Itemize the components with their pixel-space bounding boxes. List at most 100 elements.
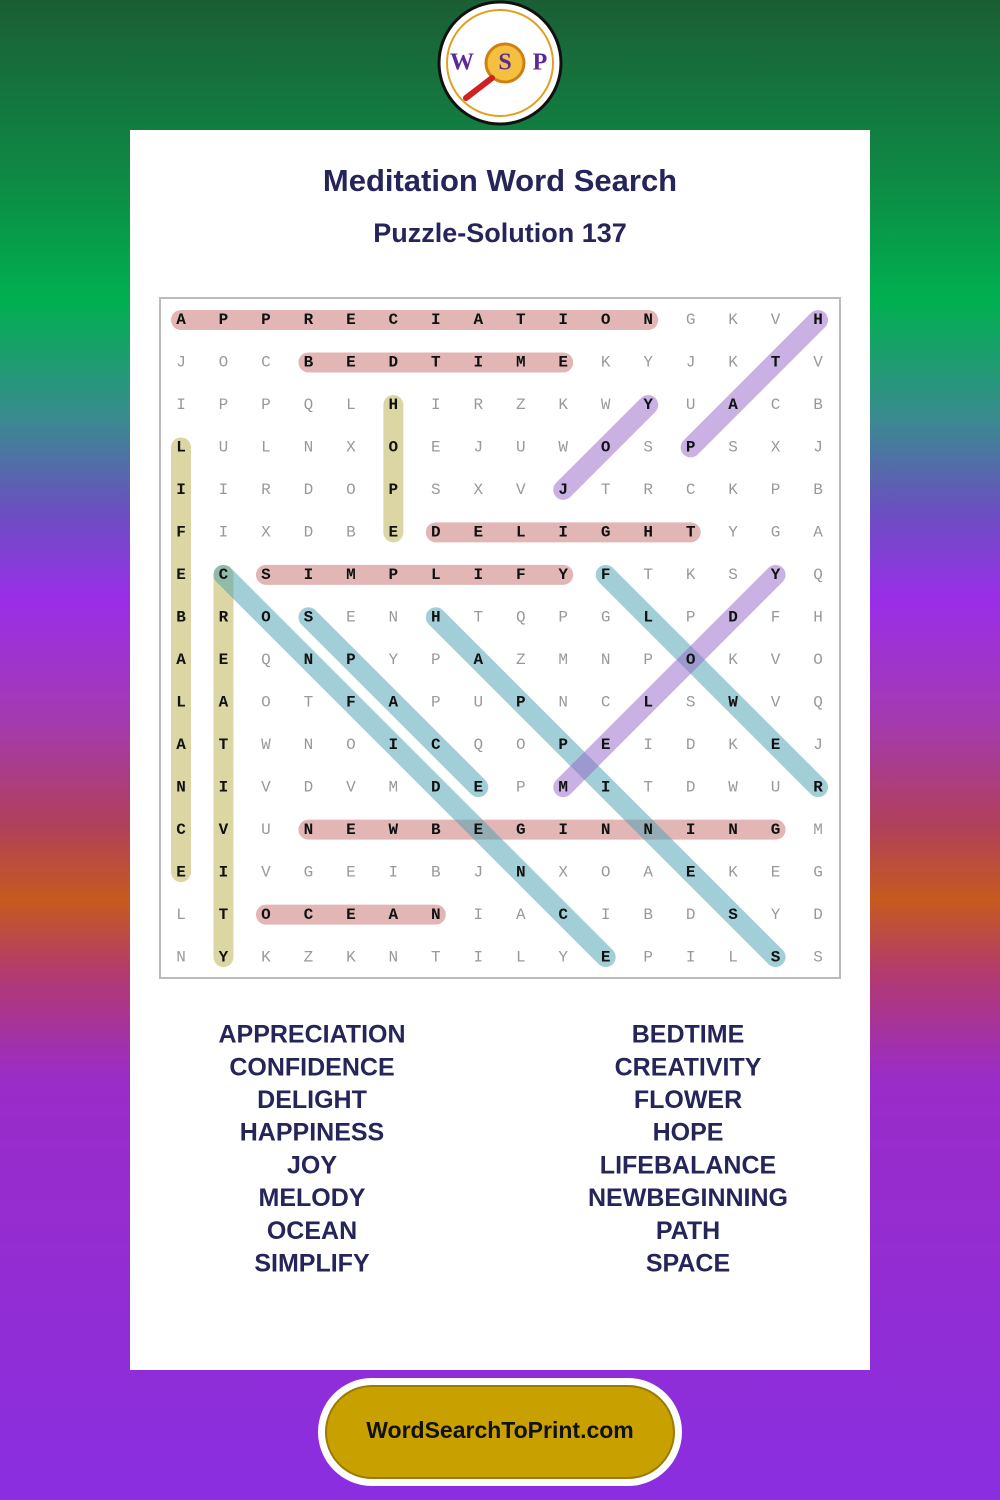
grid-letter: T bbox=[601, 481, 611, 499]
grid-letter: K bbox=[728, 736, 738, 754]
grid-letter: T bbox=[431, 948, 441, 966]
grid-letter: H bbox=[389, 396, 399, 414]
grid-letter: W bbox=[728, 778, 738, 796]
grid-letter: A bbox=[473, 311, 483, 329]
grid-letter: N bbox=[431, 906, 441, 924]
grid-letter: C bbox=[304, 906, 314, 924]
highlight bbox=[425, 607, 786, 968]
grid-letter: N bbox=[304, 821, 314, 839]
grid-letter: D bbox=[304, 481, 314, 499]
grid-letter: U bbox=[516, 439, 526, 457]
grid-letter: I bbox=[219, 778, 229, 796]
grid-letter: Y bbox=[558, 566, 568, 584]
link-button[interactable] bbox=[325, 1385, 675, 1479]
grid-letter: Y bbox=[771, 906, 781, 924]
grid-letter: E bbox=[346, 821, 356, 839]
grid-letter: V bbox=[516, 481, 526, 499]
grid-letter: V bbox=[771, 311, 781, 329]
grid-letter: J bbox=[813, 439, 823, 457]
grid-letter: K bbox=[686, 566, 696, 584]
grid-letter: P bbox=[643, 651, 653, 669]
grid-letter: C bbox=[389, 311, 399, 329]
logo-letter: P bbox=[533, 50, 548, 76]
grid-letter: G bbox=[516, 821, 526, 839]
grid-letter: R bbox=[261, 481, 271, 499]
grid-letter: I bbox=[601, 906, 611, 924]
grid-letter: K bbox=[728, 481, 738, 499]
grid-letter: E bbox=[389, 524, 399, 542]
word: PATH bbox=[656, 1217, 720, 1245]
grid-letter: C bbox=[431, 736, 441, 754]
grid-letter: U bbox=[219, 439, 229, 457]
grid-letter: E bbox=[601, 948, 611, 966]
word: HAPPINESS bbox=[240, 1119, 384, 1147]
grid-letter: M bbox=[813, 821, 823, 839]
grid-letter: E bbox=[346, 311, 356, 329]
grid-letter: E bbox=[219, 651, 229, 669]
grid-letter: E bbox=[176, 863, 186, 881]
grid-letter: I bbox=[558, 524, 568, 542]
grid-letter: V bbox=[771, 693, 781, 711]
grid-letter: P bbox=[346, 651, 356, 669]
grid-letter: L bbox=[643, 609, 653, 627]
grid-letter: D bbox=[304, 778, 314, 796]
grid-letter: E bbox=[176, 566, 186, 584]
grid-letter: P bbox=[771, 481, 781, 499]
grid-letter: U bbox=[473, 693, 483, 711]
grid-letter: L bbox=[516, 948, 526, 966]
grid-letter: S bbox=[728, 439, 738, 457]
grid-letter: J bbox=[176, 354, 186, 372]
highlight bbox=[553, 564, 786, 798]
grid-letter: T bbox=[686, 524, 696, 542]
grid-letter: C bbox=[219, 566, 229, 584]
word: OCEAN bbox=[267, 1217, 357, 1245]
grid-letter: O bbox=[261, 906, 271, 924]
grid-letter: T bbox=[771, 354, 781, 372]
grid-letter: D bbox=[728, 609, 738, 627]
grid-letter: L bbox=[346, 396, 356, 414]
subtitle: Puzzle-Solution 137 bbox=[373, 218, 627, 248]
grid-letter: Z bbox=[516, 396, 526, 414]
grid-letter: F bbox=[601, 566, 611, 584]
link-text[interactable]: WordSearchToPrint.com bbox=[366, 1417, 634, 1443]
grid-letter: K bbox=[346, 948, 356, 966]
grid-letter: N bbox=[389, 948, 399, 966]
grid-letter: J bbox=[473, 439, 483, 457]
grid-letter: I bbox=[304, 566, 314, 584]
grid-letter: B bbox=[176, 609, 186, 627]
grid-letter: I bbox=[473, 354, 483, 372]
grid-letter: R bbox=[643, 481, 653, 499]
grid-letter: A bbox=[473, 651, 483, 669]
grid-letter: E bbox=[346, 863, 356, 881]
grid-letter: T bbox=[643, 778, 653, 796]
grid-letter: E bbox=[473, 821, 483, 839]
grid-letter: Q bbox=[516, 609, 526, 627]
grid-letter: F bbox=[176, 524, 186, 542]
grid-letter: C bbox=[601, 693, 611, 711]
grid-letter: S bbox=[643, 439, 653, 457]
grid-letter: I bbox=[473, 948, 483, 966]
grid-letter: W bbox=[389, 821, 399, 839]
grid-letter: A bbox=[389, 906, 399, 924]
word: CREATIVITY bbox=[615, 1053, 762, 1081]
grid-letter: L bbox=[431, 566, 441, 584]
grid-letter: S bbox=[728, 566, 738, 584]
grid-letter: A bbox=[813, 524, 823, 542]
grid-letter: P bbox=[261, 311, 271, 329]
grid-letter: E bbox=[346, 609, 356, 627]
grid-letter: N bbox=[601, 821, 611, 839]
grid-letter: N bbox=[558, 693, 568, 711]
grid-letter: K bbox=[728, 651, 738, 669]
grid-letter: U bbox=[686, 396, 696, 414]
grid-letter: E bbox=[473, 524, 483, 542]
grid-letter: G bbox=[813, 863, 823, 881]
grid-letter: V bbox=[219, 821, 229, 839]
grid-letter: O bbox=[516, 736, 526, 754]
grid-letter: P bbox=[686, 609, 696, 627]
grid-letter: N bbox=[643, 821, 653, 839]
grid-letter: T bbox=[431, 354, 441, 372]
grid-letter: Q bbox=[473, 736, 483, 754]
grid-letter: E bbox=[558, 354, 568, 372]
grid-letter: R bbox=[813, 778, 823, 796]
